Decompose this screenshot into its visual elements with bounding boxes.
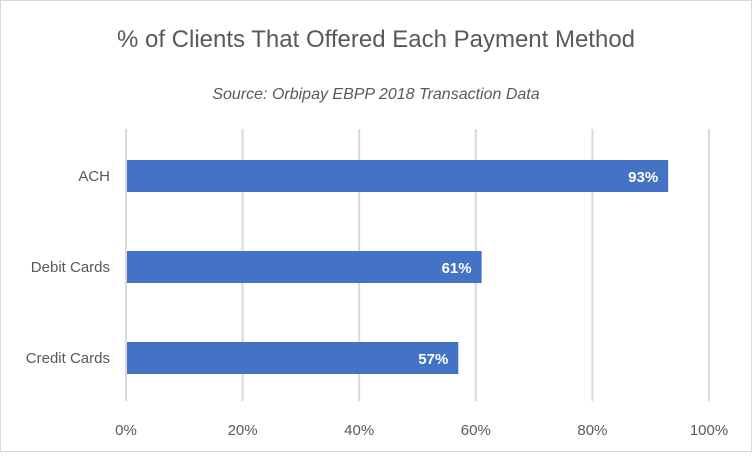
category-label: ACH xyxy=(78,168,110,185)
chart-subtitle: Source: Orbipay EBPP 2018 Transaction Da… xyxy=(212,86,539,103)
x-tick-label: 20% xyxy=(228,422,258,439)
x-tick-label: 40% xyxy=(344,422,374,439)
x-tick-label: 60% xyxy=(461,422,491,439)
x-tick-label: 100% xyxy=(690,422,728,439)
bar xyxy=(127,251,482,283)
data-label: 57% xyxy=(418,351,448,368)
category-label: Debit Cards xyxy=(31,259,110,276)
x-tick-label: 80% xyxy=(577,422,607,439)
data-label: 93% xyxy=(628,169,658,186)
bar xyxy=(127,342,459,374)
chart-title: % of Clients That Offered Each Payment M… xyxy=(117,26,635,53)
category-label: Credit Cards xyxy=(26,350,110,367)
bar xyxy=(127,160,669,192)
x-tick-label: 0% xyxy=(115,422,137,439)
data-label: 61% xyxy=(442,260,472,277)
